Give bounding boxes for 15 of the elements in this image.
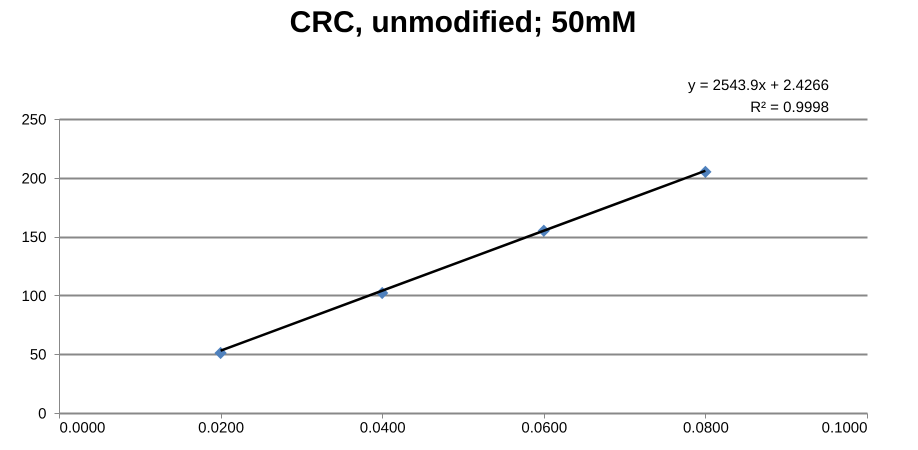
text: y = 2543.9x + 2.4266 bbox=[688, 77, 829, 94]
y-tick-label: 50 bbox=[30, 346, 46, 364]
y-tick-label: 150 bbox=[21, 229, 46, 246]
x-tick-label: 0.1000 bbox=[822, 420, 868, 436]
y-tick-label: 250 bbox=[21, 112, 46, 128]
x-tick-label: 0.0600 bbox=[521, 420, 568, 436]
y-tick-label: 200 bbox=[21, 170, 46, 188]
x-tick-label: 0.0000 bbox=[60, 420, 106, 436]
y-tick-label: 0 bbox=[38, 406, 46, 422]
chart-title: CRC, unmodified; 50mM bbox=[290, 6, 636, 39]
x-tick-label: 0.0200 bbox=[198, 420, 244, 436]
x-tick-label: 0.0800 bbox=[682, 420, 729, 436]
y-tick-label: 100 bbox=[21, 288, 46, 305]
text: R² = 0.9998 bbox=[750, 99, 829, 116]
x-tick-label: 0.0400 bbox=[360, 420, 406, 436]
